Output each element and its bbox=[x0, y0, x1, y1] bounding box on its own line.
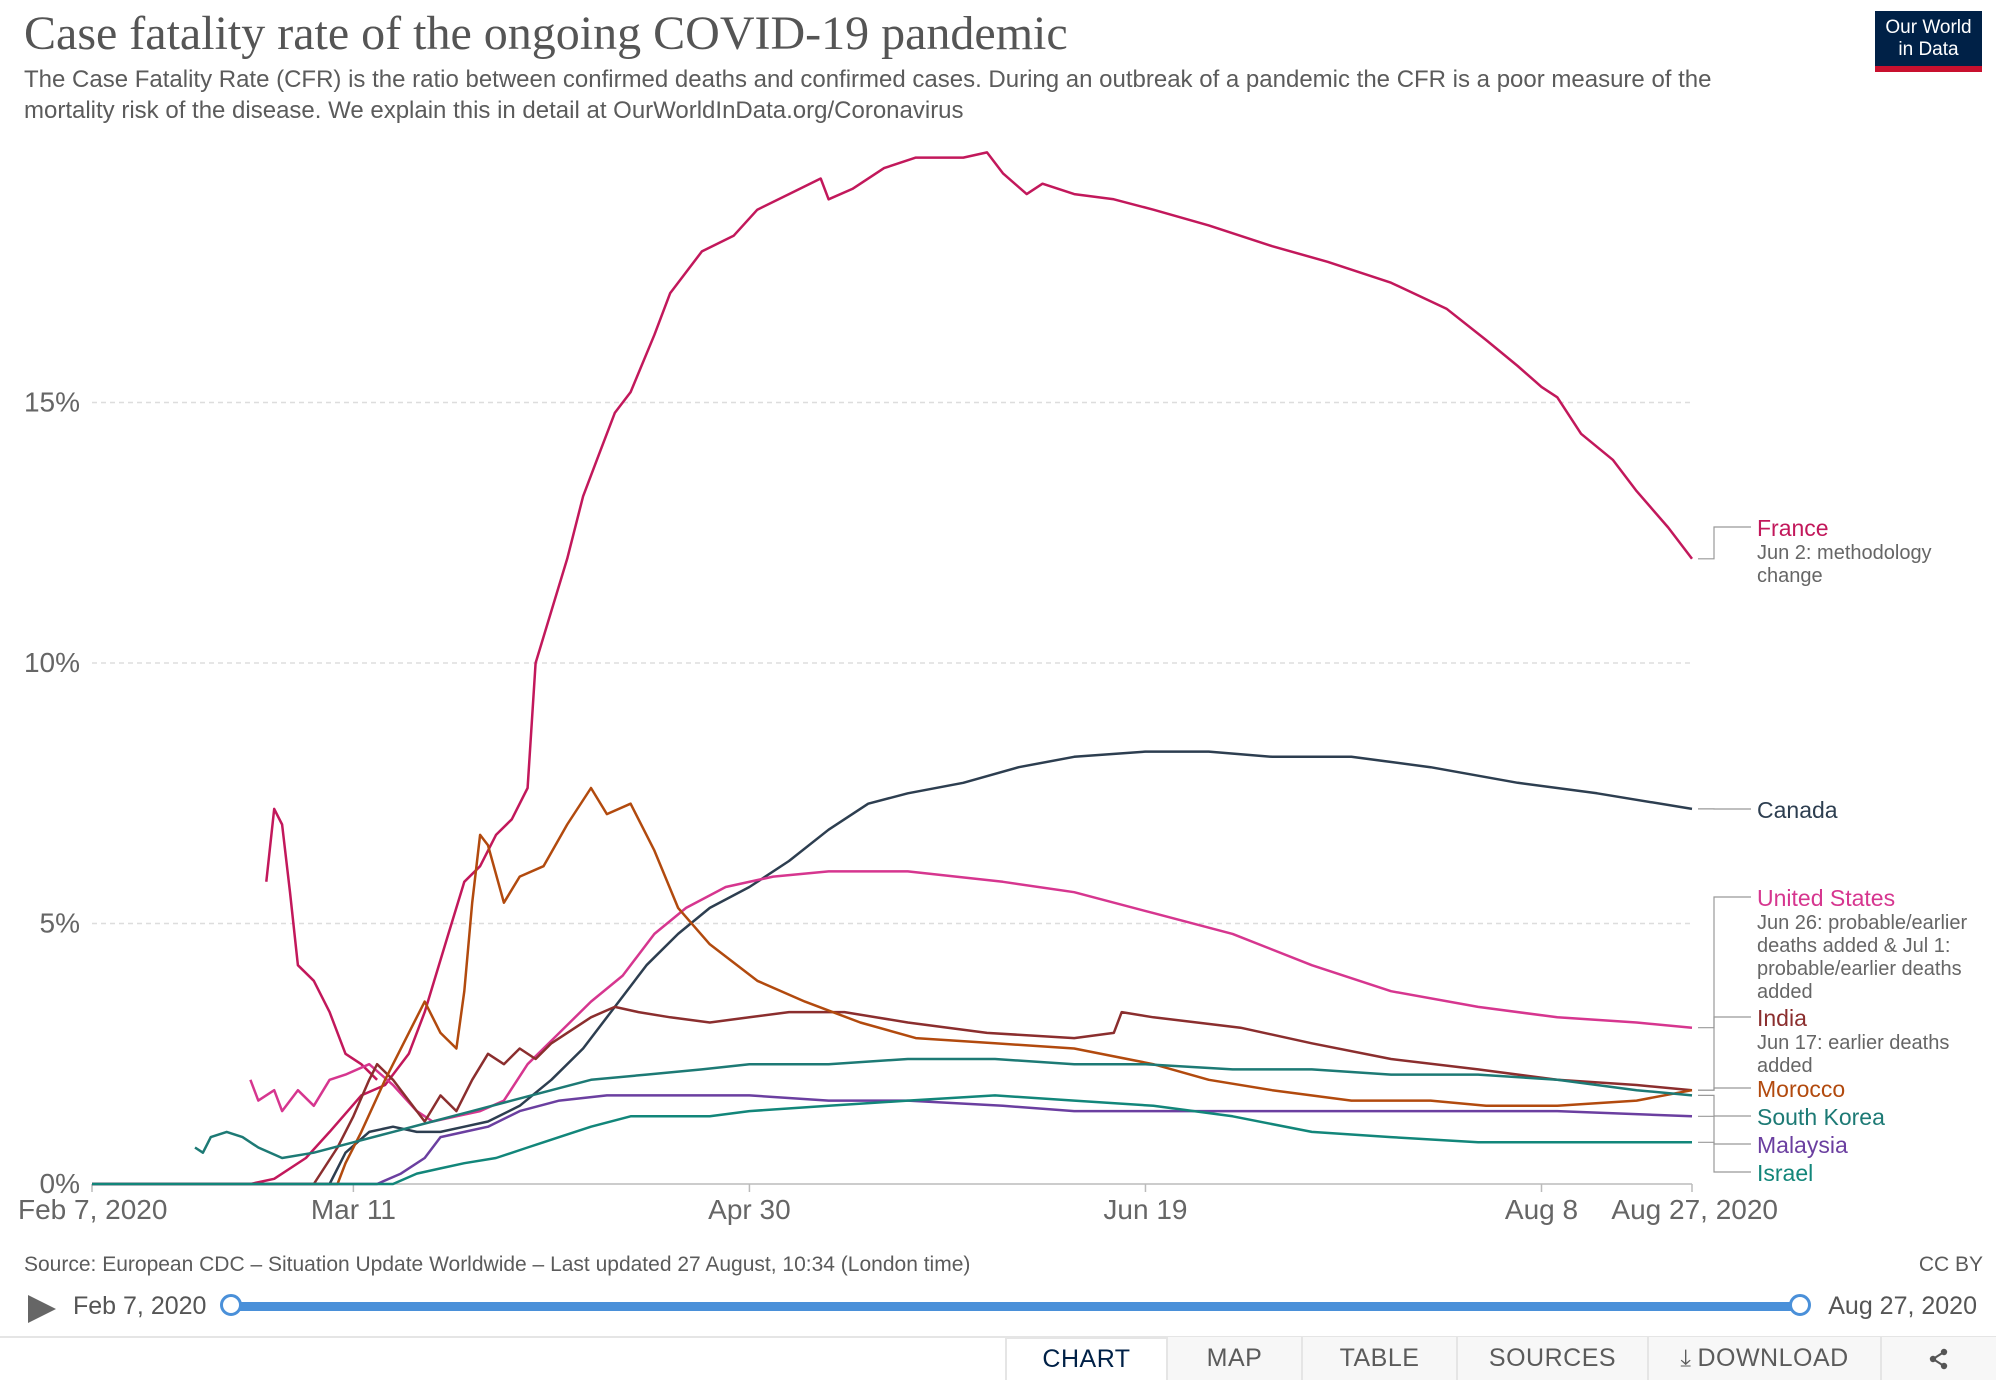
series-lines bbox=[92, 151, 1693, 1186]
tab-chart[interactable]: CHART bbox=[1005, 1337, 1166, 1380]
series-connector-malaysia bbox=[1698, 1115, 1751, 1145]
tab-table-label: TABLE bbox=[1339, 1344, 1420, 1372]
x-tick-label: Aug 8 bbox=[1505, 1194, 1578, 1225]
tab-table[interactable]: TABLE bbox=[1301, 1337, 1456, 1380]
tab-sources-label: SOURCES bbox=[1488, 1344, 1617, 1372]
tab-chart-label: CHART bbox=[1042, 1345, 1131, 1373]
x-axis: Feb 7, 2020 Mar 11 Apr 30 Jun 19 Aug 8 Aug 27… bbox=[18, 1183, 1778, 1225]
series-connector-israel bbox=[1698, 1141, 1751, 1173]
series-label-morocco: Morocco bbox=[1757, 1076, 1845, 1102]
series-note-united-states: probable/earlier deaths bbox=[1757, 958, 1962, 980]
chart-subtitle: The Case Fatality Rate (CFR) is the rati… bbox=[24, 66, 1712, 124]
y-tick-label: 5% bbox=[40, 908, 80, 939]
tab-share[interactable] bbox=[1880, 1337, 1996, 1380]
series-line-malaysia bbox=[92, 1094, 1693, 1186]
y-tick-label: 10% bbox=[24, 647, 80, 678]
series-connector-morocco bbox=[1698, 1087, 1751, 1091]
series-line-france-segment bbox=[265, 807, 378, 1081]
series-note-united-states: added bbox=[1757, 981, 1813, 1003]
chart-title: Case fatality rate of the ongoing COVID-… bbox=[24, 7, 1068, 60]
tab-download[interactable]: ⤓ DOWNLOAD bbox=[1647, 1337, 1880, 1380]
timeline-track[interactable] bbox=[230, 1302, 1800, 1311]
timeline-end-handle[interactable] bbox=[1789, 1294, 1811, 1316]
series-note-india: added bbox=[1757, 1055, 1813, 1077]
series-note-india: Jun 17: earlier deaths bbox=[1757, 1032, 1949, 1054]
tab-download-label: DOWNLOAD bbox=[1697, 1344, 1849, 1372]
x-tick-label: Jun 19 bbox=[1103, 1194, 1187, 1225]
line-chart: 0% 5% 10% 15% Feb 7, 2020 Mar 11 Apr 30 Jun 19… bbox=[18, 151, 1967, 1225]
series-note-france: change bbox=[1757, 565, 1823, 587]
series-label-malaysia: Malaysia bbox=[1757, 1132, 1848, 1158]
series-line-south-korea bbox=[194, 1057, 1693, 1160]
series-line-france bbox=[92, 151, 1693, 1186]
tab-sources[interactable]: SOURCES bbox=[1456, 1337, 1647, 1380]
y-axis: 0% 5% 10% 15% bbox=[24, 387, 80, 1200]
controls-divider bbox=[0, 1336, 1996, 1338]
grid-lines bbox=[92, 401, 1692, 925]
x-tick-label: Apr 30 bbox=[708, 1194, 791, 1225]
timeline-start-label: Feb 7, 2020 bbox=[73, 1292, 207, 1320]
play-icon[interactable] bbox=[28, 1295, 56, 1323]
timeline-control: Feb 7, 2020 Aug 27, 2020 bbox=[0, 1285, 1996, 1329]
y-tick-label: 0% bbox=[40, 1168, 80, 1199]
series-connector-france bbox=[1698, 526, 1751, 560]
series-line-canada bbox=[92, 750, 1693, 1186]
series-line-united-states bbox=[249, 870, 1693, 1123]
series-line-morocco bbox=[92, 786, 1693, 1186]
tab-map-label: MAP bbox=[1206, 1344, 1263, 1372]
series-note-france: Jun 2: methodology bbox=[1757, 542, 1932, 564]
tab-map[interactable]: MAP bbox=[1166, 1337, 1301, 1380]
series-connector-south-korea bbox=[1698, 1094, 1751, 1117]
timeline-start-handle[interactable] bbox=[220, 1294, 242, 1316]
series-label-israel: Israel bbox=[1757, 1160, 1813, 1186]
logo-text: Our World in Data bbox=[1885, 16, 1972, 60]
series-connector-united-states bbox=[1698, 896, 1751, 1029]
series-label-france: France bbox=[1757, 515, 1829, 541]
x-tick-label: Aug 27, 2020 bbox=[1611, 1194, 1778, 1225]
x-tick-label: Mar 11 bbox=[311, 1194, 396, 1225]
x-tick-label: Feb 7, 2020 bbox=[18, 1194, 167, 1225]
series-label-canada: Canada bbox=[1757, 797, 1838, 823]
series-line-india bbox=[92, 1005, 1693, 1186]
download-icon: ⤓ bbox=[1680, 1344, 1692, 1372]
controls-tab-bar: CHART MAP TABLE SOURCES ⤓ DOWNLOAD bbox=[1005, 1337, 1996, 1380]
owid-logo[interactable]: Our World in Data bbox=[1875, 11, 1982, 72]
series-label-united-states: United States bbox=[1757, 885, 1895, 911]
share-icon bbox=[1929, 1348, 1948, 1369]
series-note-united-states: deaths added & Jul 1: bbox=[1757, 935, 1950, 957]
series-line-israel bbox=[92, 1094, 1692, 1186]
y-tick-label: 15% bbox=[24, 387, 80, 418]
series-label-india: India bbox=[1757, 1005, 1807, 1031]
series-note-united-states: Jun 26: probable/earlier bbox=[1757, 912, 1967, 934]
source-note: Source: European CDC – Situation Update … bbox=[24, 1253, 971, 1276]
series-label-south-korea: South Korea bbox=[1757, 1104, 1885, 1130]
license-link[interactable]: CC BY bbox=[1918, 1253, 1983, 1276]
timeline-end-label: Aug 27, 2020 bbox=[1828, 1292, 1977, 1320]
